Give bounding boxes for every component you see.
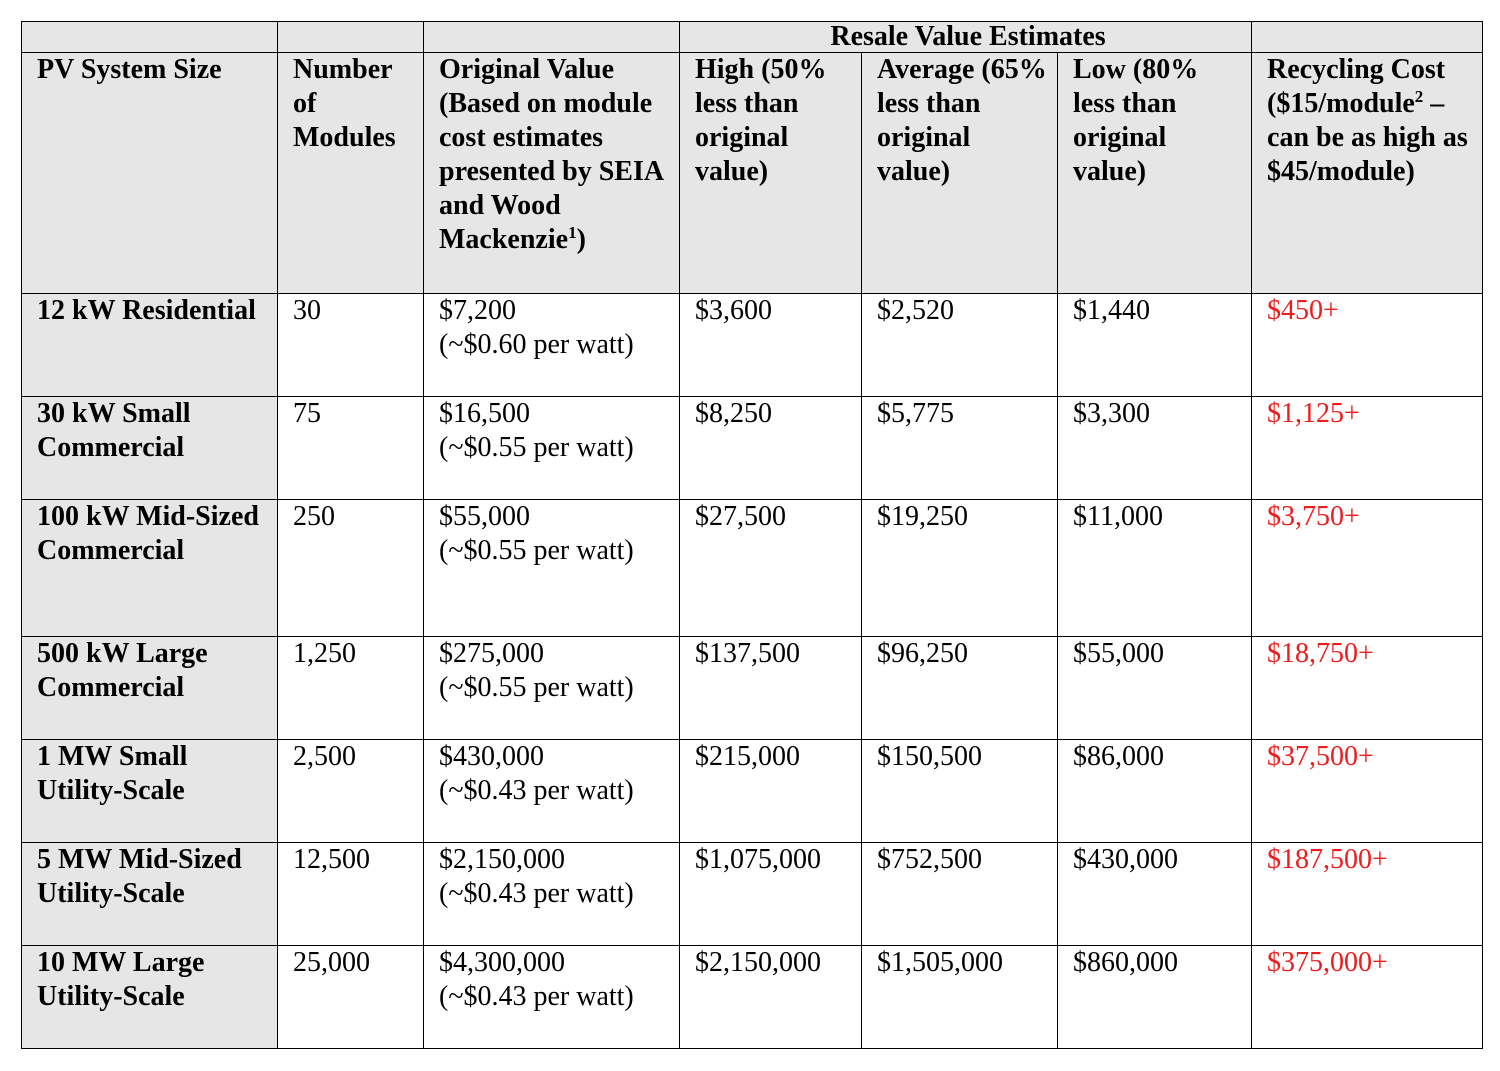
average-value-cell: $150,500 [861, 739, 1058, 843]
per-watt-value: (~$0.43 per watt) [439, 878, 634, 909]
empty-header-cell [423, 21, 680, 53]
low-value-cell: $1,440 [1056, 293, 1253, 397]
original-value-cell: $4,300,000 (~$0.43 per watt) [423, 945, 680, 1049]
average-value-cell: $752,500 [861, 842, 1058, 946]
header-average: Average (65% less than original value) [861, 52, 1058, 294]
original-value-cell: $16,500 (~$0.55 per watt) [423, 396, 680, 500]
original-value: $275,000 [439, 638, 544, 669]
header-system-size: PV System Size [21, 52, 278, 294]
original-value-cell: $7,200 (~$0.60 per watt) [423, 293, 680, 397]
system-size-cell: 30 kW Small Commercial [21, 396, 278, 500]
recycling-cost-cell: $37,500+ [1251, 739, 1484, 843]
header-original-value-text: Original Value (Based on module cost est… [439, 54, 663, 255]
original-value-cell: $430,000 (~$0.43 per watt) [423, 739, 680, 843]
empty-header-cell [277, 21, 424, 53]
original-value-cell: $275,000 (~$0.55 per watt) [423, 636, 680, 740]
header-modules: Number of Modules [277, 52, 424, 294]
low-value-cell: $3,300 [1056, 396, 1253, 500]
table-row: 30 kW Small Commercial 75 $16,500 (~$0.55… [21, 396, 1484, 500]
table-row: 500 kW Large Commercial 1,250 $275,000 (~… [21, 636, 1484, 740]
high-value-cell: $27,500 [679, 499, 862, 637]
system-size-cell: 100 kW Mid-Sized Commercial [21, 499, 278, 637]
per-watt-value: (~$0.43 per watt) [439, 981, 634, 1012]
table-row: 5 MW Mid-Sized Utility-Scale 12,500 $2,1… [21, 842, 1484, 946]
group-header-row: Resale Value Estimates [21, 21, 1484, 53]
header-original-value-end: ) [576, 224, 586, 255]
header-recycling-cost: Recycling Cost ($15/module2 – can be as … [1251, 52, 1484, 294]
empty-header-cell [1251, 21, 1484, 53]
system-size-cell: 1 MW Small Utility-Scale [21, 739, 278, 843]
low-value-cell: $86,000 [1056, 739, 1253, 843]
recycling-cost-cell: $18,750+ [1251, 636, 1484, 740]
system-size-cell: 12 kW Residential [21, 293, 278, 397]
table-row: 12 kW Residential 30 $7,200 (~$0.60 per w… [21, 293, 1484, 397]
high-value-cell: $137,500 [679, 636, 862, 740]
table-row: 100 kW Mid-Sized Commercial 250 $55,000(… [21, 499, 1484, 637]
header-recycling-text-end: – can be as high as $45/module) [1267, 88, 1468, 187]
recycling-cost-cell: $1,125+ [1251, 396, 1484, 500]
system-size-cell: 500 kW Large Commercial [21, 636, 278, 740]
table-row: 10 MW Large Utility-Scale 25,000 $4,300,… [21, 945, 1484, 1049]
high-value-cell: $1,075,000 [679, 842, 862, 946]
footnote-1: 1 [568, 223, 577, 242]
per-watt-value: (~$0.55 per watt) [439, 672, 634, 703]
per-watt-value: (~$0.55 per watt) [439, 432, 634, 463]
average-value-cell: $5,775 [861, 396, 1058, 500]
empty-header-cell [21, 21, 278, 53]
footnote-2: 2 [1414, 87, 1424, 106]
low-value-cell: $55,000 [1056, 636, 1253, 740]
header-low: Low (80% less than original value) [1056, 52, 1253, 294]
modules-cell: 25,000 [277, 945, 424, 1049]
high-value-cell: $215,000 [679, 739, 862, 843]
original-value: $16,500 [439, 398, 530, 429]
low-value-cell: $11,000 [1056, 499, 1253, 637]
recycling-cost-cell: $375,000+ [1251, 945, 1484, 1049]
original-value: $7,200 [439, 295, 516, 326]
low-value-cell: $860,000 [1056, 945, 1253, 1049]
original-value: $4,300,000 [439, 947, 565, 978]
high-value-cell: $3,600 [679, 293, 862, 397]
per-watt-value: (~$0.43 per watt) [439, 775, 634, 806]
modules-cell: 30 [277, 293, 424, 397]
recycling-cost-cell: $450+ [1251, 293, 1484, 397]
header-original-value: Original Value (Based on module cost est… [423, 52, 680, 294]
modules-cell: 1,250 [277, 636, 424, 740]
original-value: $430,000 [439, 741, 544, 772]
header-high: High (50% less than original value) [679, 52, 862, 294]
modules-cell: 75 [277, 396, 424, 500]
system-size-cell: 10 MW Large Utility-Scale [21, 945, 278, 1049]
modules-cell: 12,500 [277, 842, 424, 946]
column-header-row: PV System Size Number of Modules Origina… [21, 52, 1484, 294]
recycling-cost-cell: $3,750+ [1251, 499, 1484, 637]
high-value-cell: $2,150,000 [679, 945, 862, 1049]
modules-cell: 2,500 [277, 739, 424, 843]
per-watt-value: (~$0.55 per watt) [439, 535, 634, 566]
average-value-cell: $19,250 [861, 499, 1058, 637]
original-value-cell: $55,000 (~$0.55 per watt) [423, 499, 680, 637]
original-value: $2,150,000 [439, 844, 565, 875]
modules-cell: 250 [277, 499, 424, 637]
average-value-cell: $2,520 [861, 293, 1058, 397]
table-row: 1 MW Small Utility-Scale 2,500 $430,000(… [21, 739, 1484, 843]
per-watt-value: (~$0.60 per watt) [439, 329, 634, 360]
recycling-cost-cell: $187,500+ [1251, 842, 1484, 946]
low-value-cell: $430,000 [1056, 842, 1253, 946]
average-value-cell: $96,250 [861, 636, 1058, 740]
original-value: $55,000 [439, 501, 530, 532]
resale-value-group-header: Resale Value Estimates [678, 21, 1253, 53]
pv-resale-table: Resale Value Estimates PV System Size Nu… [21, 21, 1484, 1049]
system-size-cell: 5 MW Mid-Sized Utility-Scale [21, 842, 278, 946]
original-value-cell: $2,150,000 (~$0.43 per watt) [423, 842, 680, 946]
header-recycling-text: Recycling Cost ($15/module [1267, 54, 1446, 119]
high-value-cell: $8,250 [679, 396, 862, 500]
average-value-cell: $1,505,000 [861, 945, 1058, 1049]
